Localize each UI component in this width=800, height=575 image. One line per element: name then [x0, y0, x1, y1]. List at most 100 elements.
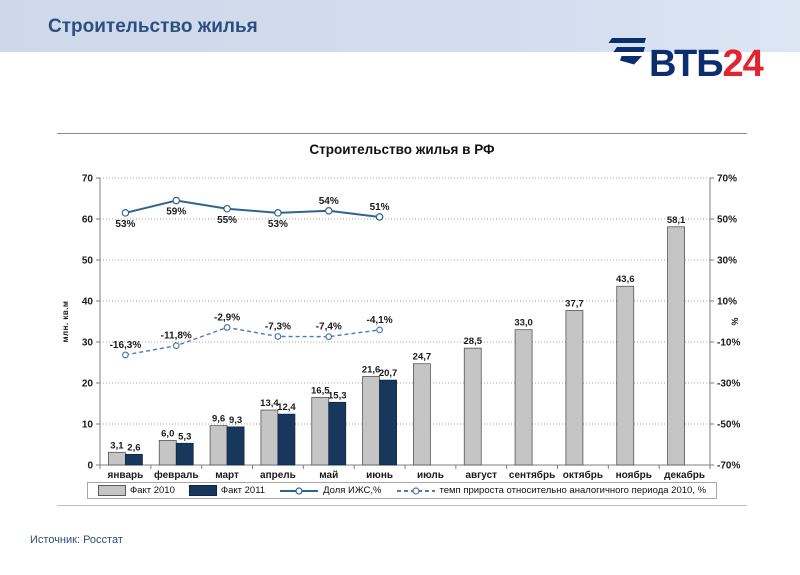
legend-item-fact-2011: Факт 2011	[188, 485, 265, 496]
bar-fact2010-1	[158, 440, 177, 466]
month-label: июнь	[366, 470, 393, 481]
line-point	[172, 196, 181, 205]
right-tick-label: -10%	[717, 338, 740, 349]
bar-fact2011-0	[125, 453, 143, 466]
month-label: февраль	[154, 469, 199, 481]
line-point	[223, 204, 231, 213]
legend-swatch-fact-2011	[188, 485, 217, 496]
bar-fact2010-8	[514, 329, 533, 466]
source-note: Источник: Росстат	[30, 534, 123, 546]
left-tick-label: 60	[82, 215, 94, 226]
legend-label-fact-2010: Факт 2010	[129, 485, 175, 496]
right-tick-label: 70%	[717, 174, 737, 185]
chart-legend: Факт 2010 Факт 2011 Доля ИЖС,% темп прир…	[86, 482, 718, 499]
line-point	[274, 333, 282, 340]
slide-title: Строительство жилья	[48, 16, 258, 37]
right-axis-title: %	[730, 317, 740, 325]
legend-item-fact-2010: Факт 2010	[97, 485, 175, 496]
bar-label-2010: 28,5	[464, 336, 483, 347]
bar-label-2010: 33,0	[514, 318, 533, 329]
left-tick-label: 0	[87, 461, 93, 472]
month-label: май	[319, 470, 338, 481]
legend-item-growth-rate: темп прироста относительно аналогичного …	[395, 485, 706, 496]
bar-label-2010: 9,6	[212, 414, 225, 425]
vtb-wing-icon	[608, 38, 646, 65]
bar-fact2011-5	[379, 379, 397, 466]
bar-fact2010-5	[362, 376, 380, 466]
line-point-label: 54%	[319, 196, 339, 207]
right-tick-label: 30%	[717, 256, 737, 267]
line-point-label: 51%	[370, 202, 390, 213]
bar-fact2010-2	[209, 425, 228, 466]
month-label: август	[465, 470, 497, 481]
legend-item-izhs-share: Доля ИЖС,%	[279, 485, 381, 496]
left-tick-label: 70	[82, 174, 94, 185]
chart-title: Строительство жилья в РФ	[309, 142, 495, 157]
bar-label-2010: 58,1	[667, 215, 686, 226]
bar-fact2010-9	[565, 310, 584, 466]
line-point	[375, 213, 384, 221]
bar-label-2010: 6,0	[161, 428, 174, 439]
line-point-label: 55%	[217, 215, 237, 226]
month-label: октябрь	[563, 469, 603, 481]
vtb24-logo: ВТБ 24	[608, 37, 764, 85]
month-label: апрель	[260, 470, 296, 481]
line-point	[223, 324, 231, 331]
month-label: сентябрь	[509, 469, 555, 481]
bar-label-2010: 37,7	[565, 298, 584, 309]
line-point	[324, 207, 333, 215]
line-point-label: -2,9%	[214, 312, 240, 323]
left-axis-title: млн. кв.м	[61, 301, 70, 343]
line-point	[121, 209, 130, 217]
bar-fact2010-0	[108, 451, 126, 466]
legend-label-growth-rate: темп прироста относительно аналогичного …	[439, 485, 707, 496]
bar-fact2010-10	[616, 285, 635, 466]
bar-label-2011: 9,3	[229, 415, 242, 426]
left-tick-label: 30	[82, 338, 94, 349]
legend-swatch-fact-2010	[97, 485, 126, 496]
chart-plot: 0 10 20 30 40 50 60 70 70% 50% 30% 10% -10% -30% -50% -…	[61, 174, 740, 482]
bar-label-2010: 43,6	[616, 274, 635, 285]
line-point	[325, 333, 333, 341]
bar-fact2011-4	[328, 401, 347, 466]
legend-label-izhs-share: Доля ИЖС,%	[323, 485, 382, 496]
header-banner	[0, 0, 800, 52]
right-tick-label: -70%	[717, 461, 740, 472]
right-tick-label: 50%	[717, 215, 737, 226]
line-point-label: 53%	[268, 219, 288, 230]
bar-label-2010: 13,4	[260, 398, 279, 409]
bar-label-2011: 15,3	[328, 390, 347, 401]
bar-label-2010: 16,5	[311, 385, 330, 396]
month-label: январь	[108, 470, 144, 481]
line-point	[274, 209, 282, 217]
line-point-label: -7,3%	[265, 321, 291, 332]
line-point-label: -11,8%	[161, 331, 192, 342]
line-point	[376, 326, 383, 334]
bar-fact2011-1	[175, 442, 194, 466]
chart-panel: 0 10 20 30 40 50 60 70 70% 50% 30% 10% -10% -30% -50% -…	[57, 133, 747, 506]
left-tick-label: 40	[82, 297, 94, 308]
line-point-label: 59%	[166, 207, 186, 218]
growth-rate-line	[125, 326, 380, 356]
bar-fact2010-6	[413, 363, 431, 466]
right-tick-label: 10%	[717, 297, 737, 308]
izhs-share-line	[125, 199, 380, 218]
bar-label-2011: 20,7	[379, 368, 398, 379]
bar-label-2011: 12,4	[277, 402, 296, 413]
line-point-label: -7,4%	[316, 322, 342, 333]
line-point	[122, 351, 129, 359]
bar-fact2011-3	[277, 413, 296, 466]
month-label: декабрь	[664, 469, 705, 481]
line-point-label: 53%	[115, 219, 135, 230]
logo-text-vtb: ВТБ	[649, 43, 724, 85]
month-label: март	[215, 470, 239, 481]
bar-fact2011-2	[226, 426, 245, 466]
bar-label-2010: 21,6	[362, 364, 381, 375]
bar-fact2010-11	[667, 226, 685, 466]
left-tick-label: 50	[82, 256, 94, 267]
month-label: июль	[417, 470, 444, 481]
right-tick-label: -50%	[717, 420, 740, 431]
left-tick-label: 20	[82, 379, 94, 390]
legend-line-sample-dashed	[395, 486, 435, 496]
